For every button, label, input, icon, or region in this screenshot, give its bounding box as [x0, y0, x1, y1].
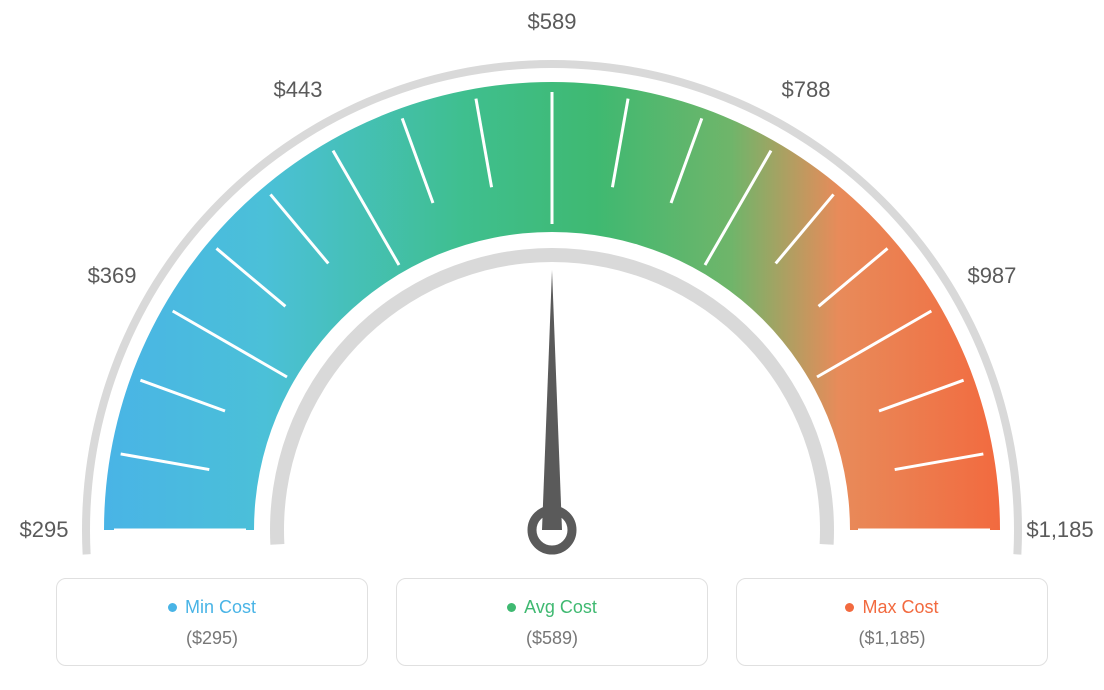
- avg-cost-label: Avg Cost: [524, 597, 597, 618]
- max-cost-value: ($1,185): [757, 628, 1027, 649]
- max-cost-title: Max Cost: [845, 597, 938, 618]
- gauge-tick-label: $295: [20, 517, 69, 543]
- gauge-tick-label: $1,185: [1026, 517, 1093, 543]
- gauge-tick-label: $369: [88, 263, 137, 289]
- max-cost-card: Max Cost ($1,185): [736, 578, 1048, 666]
- min-cost-card: Min Cost ($295): [56, 578, 368, 666]
- gauge-tick-label: $589: [528, 9, 577, 35]
- cost-cards-row: Min Cost ($295) Avg Cost ($589) Max Cost…: [0, 578, 1104, 666]
- min-cost-label: Min Cost: [185, 597, 256, 618]
- avg-cost-title: Avg Cost: [507, 597, 597, 618]
- cost-gauge: $295 $369 $443 $589 $788 $987 $1,185: [0, 0, 1104, 560]
- min-cost-value: ($295): [77, 628, 347, 649]
- gauge-tick-label: $987: [967, 263, 1016, 289]
- gauge-tick-label: $443: [274, 77, 323, 103]
- dot-icon: [507, 603, 516, 612]
- avg-cost-value: ($589): [417, 628, 687, 649]
- max-cost-label: Max Cost: [862, 597, 938, 618]
- gauge-tick-label: $788: [782, 77, 831, 103]
- dot-icon: [168, 603, 177, 612]
- min-cost-title: Min Cost: [168, 597, 256, 618]
- avg-cost-card: Avg Cost ($589): [396, 578, 708, 666]
- dot-icon: [845, 603, 854, 612]
- gauge-svg: [0, 0, 1104, 560]
